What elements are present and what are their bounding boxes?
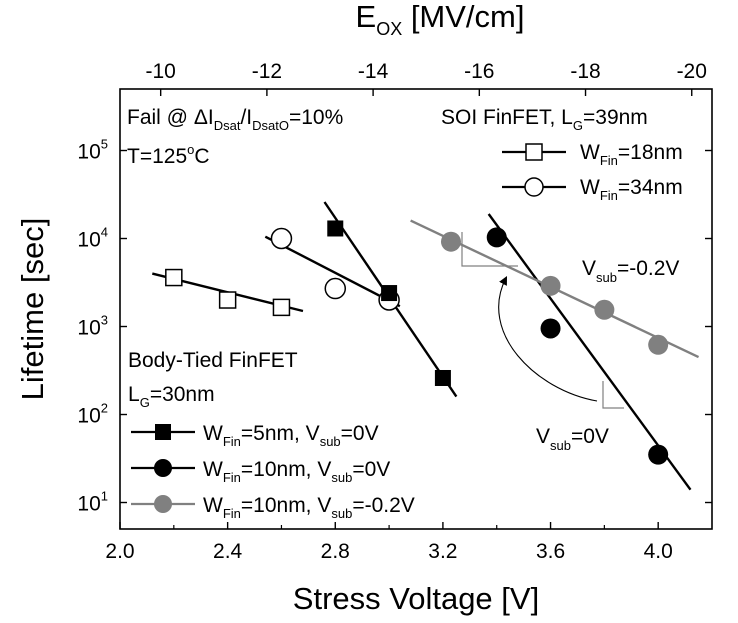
legend-soi-label-1: WFin=18nm xyxy=(580,141,683,168)
body-tied-title: Body-Tied FinFET xyxy=(128,349,298,372)
plot-frame xyxy=(119,88,713,530)
data-point xyxy=(434,369,451,386)
x-axis-label: Stress Voltage [V] xyxy=(293,581,539,616)
slope-triangle-black xyxy=(602,381,624,409)
x-tick-label: 3.2 xyxy=(428,540,457,563)
y-tick-label: 103 xyxy=(77,313,108,340)
data-point xyxy=(486,227,507,248)
axis-ticks: 2.0 2.4 2.8 3.2 3.6 4.0 -10 -12 -14 -16 -18 -20 101 1… xyxy=(77,60,712,563)
y-tick-label: 105 xyxy=(77,137,108,164)
data-point xyxy=(270,227,293,250)
y-tick-label: 104 xyxy=(77,225,108,252)
data-point xyxy=(648,334,669,355)
legend-soi: WFin=18nm WFin=34nm xyxy=(502,141,683,203)
data-point xyxy=(272,298,291,317)
data-point xyxy=(540,275,561,296)
legend-body-tied: WFin=5nm, Vsub=0V WFin=10nm, Vsub=0V WFi… xyxy=(131,422,415,521)
data-point xyxy=(218,291,237,309)
legend-body-label-1: WFin=5nm, Vsub=0V xyxy=(203,422,379,449)
x-tick-label: 2.0 xyxy=(105,540,134,563)
legend-body-label-3: WFin=10nm, Vsub=-0.2V xyxy=(203,494,415,521)
data-point xyxy=(440,231,461,252)
data-point xyxy=(648,444,669,465)
fit-line-2 xyxy=(264,235,401,308)
x-tick-label: 2.4 xyxy=(213,540,243,563)
slope-comparison-arrow xyxy=(498,276,598,402)
soi-finfet-title: SOI FinFET, LG=39nm xyxy=(441,106,648,133)
x-tick-label: 2.8 xyxy=(321,540,350,563)
vsub-gray-annotation: Vsub=-0.2V xyxy=(582,257,679,285)
legend-body-label-2: WFin=10nm, Vsub=0V xyxy=(203,458,390,485)
temperature-label: T=125oC xyxy=(127,142,210,168)
data-point xyxy=(594,299,615,320)
fit-line-4 xyxy=(487,213,692,491)
data-point xyxy=(327,220,344,237)
legend-soi-label-2: WFin=34nm xyxy=(580,176,683,203)
slope-triangle-gray xyxy=(461,232,518,267)
vsub-black-annotation: Vsub=0V xyxy=(536,425,609,453)
y-tick-label: 101 xyxy=(77,489,108,516)
x2-tick-label: -12 xyxy=(252,60,282,83)
y-axis-label: Lifetime [sec] xyxy=(15,218,50,401)
x-tick-label: 3.6 xyxy=(536,540,565,563)
top-axis-label: EOX [MV/cm] xyxy=(356,0,525,39)
x2-tick-label: -14 xyxy=(358,60,389,83)
data-point xyxy=(540,318,561,339)
x2-tick-label: -20 xyxy=(677,60,707,83)
body-tied-gate-length: LG=30nm xyxy=(128,383,215,410)
data-point xyxy=(324,277,347,300)
data-point xyxy=(165,268,183,287)
y-tick-label: 102 xyxy=(77,401,108,428)
data-markers xyxy=(165,220,669,465)
x2-tick-label: -10 xyxy=(145,60,175,83)
fail-criterion-label: Fail @ ΔIDsat/IDsatO=10% xyxy=(127,106,343,133)
x2-tick-label: -18 xyxy=(570,60,600,83)
x-tick-label: 4.0 xyxy=(644,540,673,563)
x2-tick-label: -16 xyxy=(464,60,494,83)
data-point xyxy=(381,285,398,302)
